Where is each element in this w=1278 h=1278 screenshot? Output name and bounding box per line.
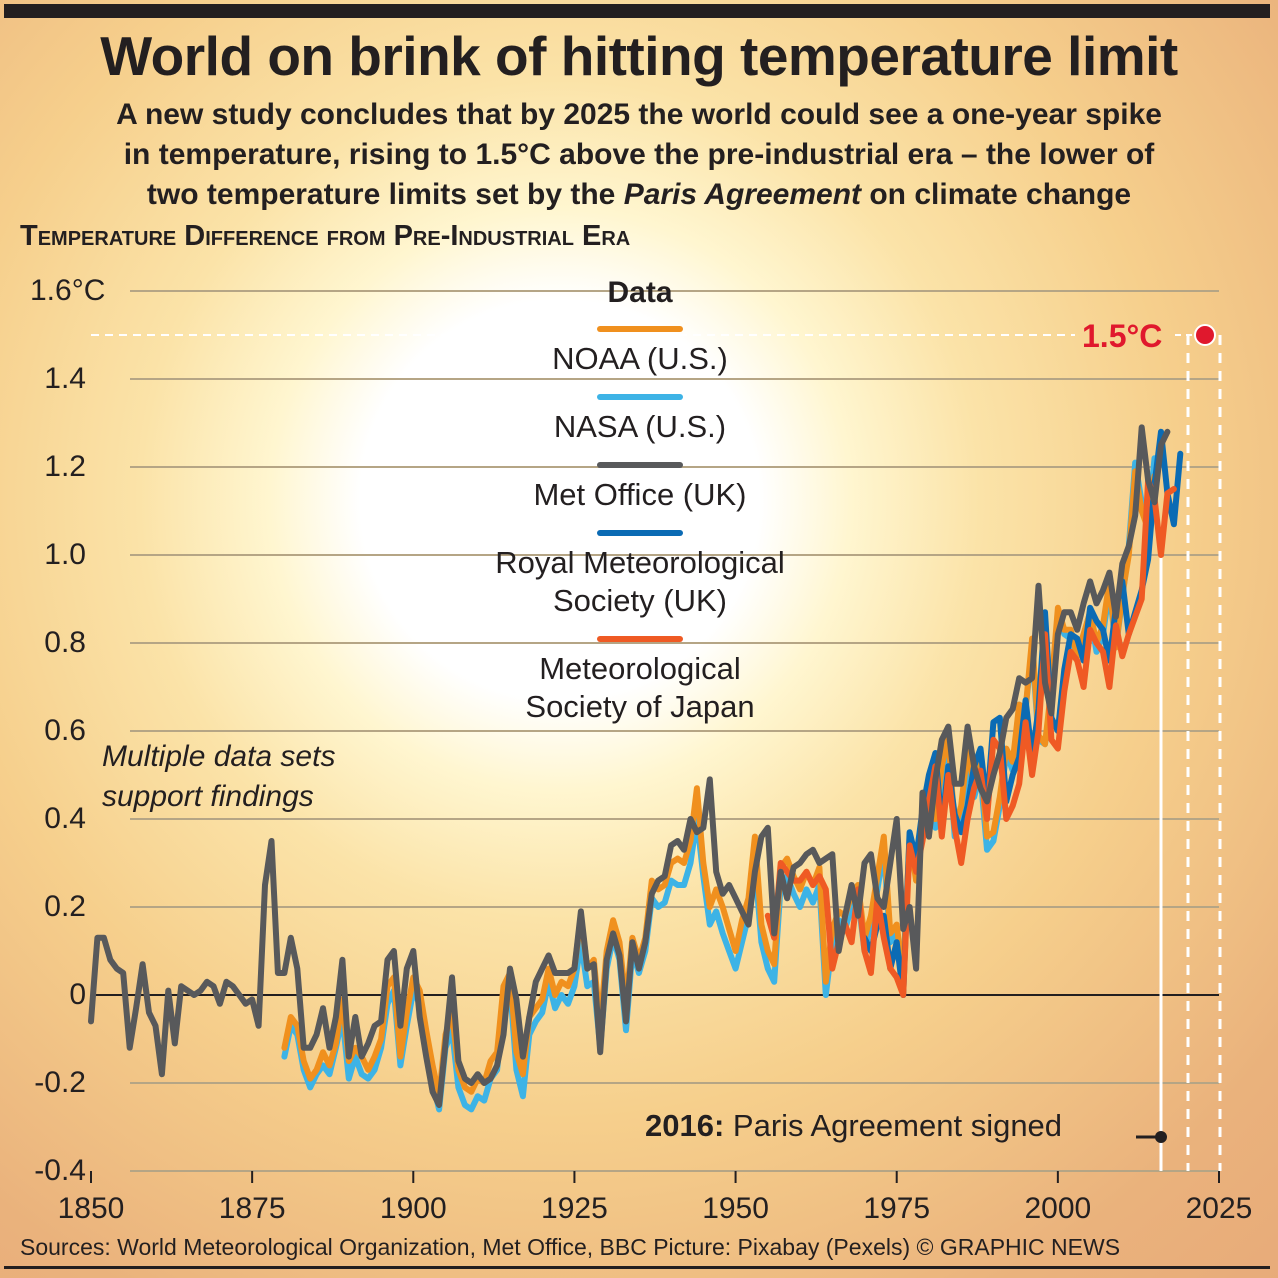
series-line-noaa-u-s (281, 468, 1158, 1100)
limit-marker-dot (1194, 324, 1216, 346)
y-tick-label: 1.6°C (30, 274, 106, 307)
x-axis (90, 1171, 1220, 1183)
paris-annotation: 2016: Paris Agreement signed (645, 1108, 1062, 1144)
gridlines (91, 290, 1219, 1172)
x-tick-label: 1950 (702, 1192, 769, 1225)
y-tick-label: 0.2 (44, 890, 86, 923)
subtitle-line-3c: on climate change (861, 178, 1132, 211)
paris-year: 2016: (645, 1108, 725, 1143)
subtitle-paris-agreement: Paris Agreement (623, 178, 862, 211)
bottom-bar (4, 1266, 1270, 1269)
footer-sources: Sources: World Meteorological Organizati… (20, 1234, 1121, 1260)
series-line-met-office-uk (88, 424, 1171, 1108)
legend-label: Royal Meteorological Society (UK) (495, 545, 785, 618)
legend-swatch (597, 394, 683, 400)
y-tick-label: 0 (69, 978, 86, 1011)
paris-text: Paris Agreement signed (724, 1108, 1063, 1143)
subtitle-line-3a: two temperature limits set by the (146, 178, 624, 211)
y-tick-label: 0.8 (44, 626, 86, 659)
subtitle: A new study concludes that by 2025 the w… (10, 95, 1268, 215)
legend-swatch (597, 530, 683, 536)
x-tick-label: 2025 (1185, 1192, 1253, 1225)
limit-label: 1.5°C (1082, 318, 1163, 354)
y-tick-label: 1.0 (44, 538, 86, 571)
x-tick-label: 1925 (541, 1192, 608, 1225)
annotation-line-1: Multiple data sets (102, 740, 336, 773)
y-tick-label: -0.2 (34, 1066, 86, 1099)
legend-swatch (597, 462, 683, 468)
subtitle-line-2: in temperature, rising to 1.5°C above th… (123, 138, 1155, 171)
x-tick-label: 1850 (57, 1192, 125, 1225)
subtitle-line-1: A new study concludes that by 2025 the w… (116, 98, 1162, 131)
top-bar (4, 4, 1270, 18)
y-tick-label: 1.2 (44, 450, 86, 483)
series-line-meteorological-society-of-japan (764, 477, 1177, 998)
reference-lines (91, 324, 1222, 1171)
legend-title: Data (607, 276, 673, 309)
x-tick-label: 1875 (218, 1192, 286, 1225)
legend-items: NOAA (U.S.) NASA (U.S.) Met Office (UK) Roy… (460, 326, 820, 726)
y-tick-label: 1.4 (44, 362, 86, 395)
annotation-line-2: support findings (102, 780, 314, 813)
y-tick-label: 0.4 (44, 802, 86, 835)
legend-label: Meteorological Society of Japan (525, 651, 755, 724)
x-tick-label: 2000 (1024, 1192, 1092, 1225)
legend: Data NOAA (U.S.) NASA (U.S.) Met Office (U… (460, 276, 820, 726)
x-tick-label: 1900 (379, 1192, 447, 1225)
x-tick-label: 1975 (863, 1192, 931, 1225)
page-title: World on brink of hitting temperature li… (100, 25, 1178, 87)
y-tick-label: 0.6 (44, 714, 86, 747)
chart-title: Temperature Difference from Pre-Industri… (20, 220, 631, 252)
subtitle-line-3: two temperature limits set by the Paris … (10, 175, 1268, 215)
series-lines (88, 424, 1184, 1113)
legend-swatch (597, 636, 683, 642)
legend-label: NOAA (U.S.) (552, 341, 728, 376)
annotation-multiple-datasets: Multiple data sets support findings (102, 737, 335, 817)
y-tick-label: -0.4 (34, 1154, 86, 1187)
paris-marker-dot (1154, 1131, 1167, 1143)
legend-label: Met Office (UK) (533, 477, 747, 512)
legend-label: NASA (U.S.) (553, 409, 727, 444)
legend-swatch (597, 326, 683, 332)
